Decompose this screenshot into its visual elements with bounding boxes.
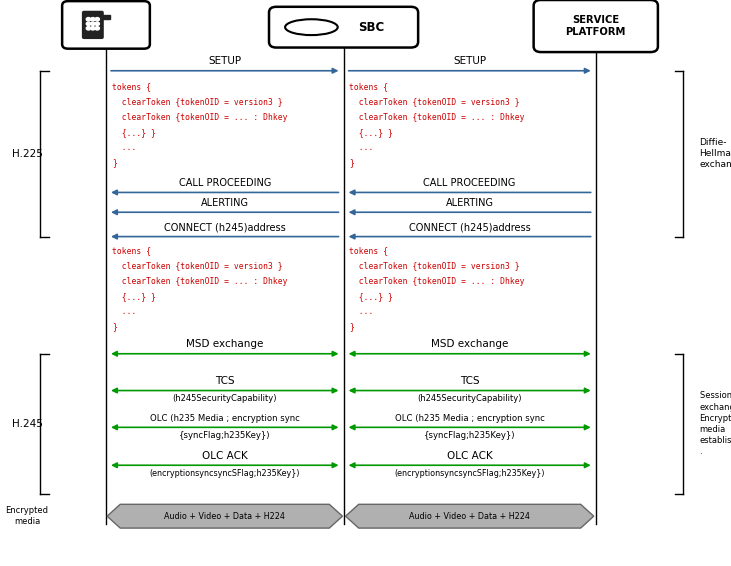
Text: ...: ...	[112, 307, 136, 316]
Text: tokens {: tokens {	[349, 82, 388, 91]
Text: MSD exchange: MSD exchange	[186, 339, 263, 349]
Text: tokens {: tokens {	[112, 82, 151, 91]
Text: {syncFlag;h235Key}): {syncFlag;h235Key})	[424, 431, 515, 440]
Text: (h245SecurityCapability): (h245SecurityCapability)	[417, 394, 522, 403]
FancyBboxPatch shape	[534, 0, 658, 52]
Text: Audio + Video + Data + H224: Audio + Video + Data + H224	[409, 512, 530, 521]
Text: OLC (h235 Media ; encryption sync: OLC (h235 Media ; encryption sync	[395, 414, 545, 423]
FancyBboxPatch shape	[62, 1, 150, 49]
Text: Diffie-
Hellman
exchange: Diffie- Hellman exchange	[700, 138, 731, 169]
Circle shape	[95, 18, 99, 21]
Text: clearToken {tokenOID = version3 }: clearToken {tokenOID = version3 }	[349, 261, 520, 271]
Text: ...: ...	[349, 143, 374, 152]
Text: (encryptionsyncsyncSFlag;h235Key}): (encryptionsyncsyncSFlag;h235Key})	[150, 469, 300, 478]
Text: (encryptionsyncsyncSFlag;h235Key}): (encryptionsyncsyncSFlag;h235Key})	[395, 469, 545, 478]
Text: clearToken {tokenOID = ... : Dhkey: clearToken {tokenOID = ... : Dhkey	[112, 113, 287, 122]
Text: }: }	[112, 323, 117, 332]
Text: ...: ...	[112, 143, 136, 152]
Text: clearToken {tokenOID = version3 }: clearToken {tokenOID = version3 }	[112, 261, 282, 271]
Text: clearToken {tokenOID = ... : Dhkey: clearToken {tokenOID = ... : Dhkey	[112, 277, 287, 286]
Polygon shape	[107, 504, 342, 528]
FancyBboxPatch shape	[269, 7, 418, 48]
Bar	[97, 15, 110, 19]
Text: ALERTING: ALERTING	[201, 198, 249, 208]
Text: }: }	[112, 158, 117, 168]
Text: SETUP: SETUP	[453, 56, 486, 66]
Text: CALL PROCEEDING: CALL PROCEEDING	[423, 178, 516, 188]
Text: CALL PROCEEDING: CALL PROCEEDING	[178, 178, 271, 188]
Text: ALERTING: ALERTING	[446, 198, 493, 208]
Circle shape	[86, 27, 91, 30]
Polygon shape	[346, 504, 594, 528]
Text: H.245: H.245	[12, 419, 42, 428]
Circle shape	[95, 22, 99, 25]
Text: Audio + Video + Data + H224: Audio + Video + Data + H224	[164, 512, 285, 521]
Text: tokens {: tokens {	[349, 246, 388, 255]
Text: {...} }: {...} }	[349, 128, 393, 137]
Text: OLC ACK: OLC ACK	[202, 451, 248, 461]
Text: (h245SecurityCapability): (h245SecurityCapability)	[173, 394, 277, 403]
Text: CONNECT (h245)address: CONNECT (h245)address	[409, 222, 531, 232]
Text: OLC ACK: OLC ACK	[447, 451, 493, 461]
Text: CONNECT (h245)address: CONNECT (h245)address	[164, 222, 286, 232]
Text: MSD exchange: MSD exchange	[431, 339, 508, 349]
Text: clearToken {tokenOID = version3 }: clearToken {tokenOID = version3 }	[112, 97, 282, 106]
Circle shape	[91, 22, 95, 25]
Text: SBC: SBC	[358, 21, 385, 33]
Ellipse shape	[285, 19, 338, 35]
Text: tokens {: tokens {	[112, 246, 151, 255]
Text: Session key
exchange.
Encrypted
media
establishment
.: Session key exchange. Encrypted media es…	[700, 392, 731, 456]
Text: TCS: TCS	[215, 376, 235, 386]
Text: SERVICE
PLATFORM: SERVICE PLATFORM	[566, 15, 626, 37]
Text: Encrypted
media: Encrypted media	[6, 507, 48, 526]
Text: SETUP: SETUP	[208, 56, 241, 66]
Text: }: }	[349, 158, 355, 168]
Text: OLC (h235 Media ; encryption sync: OLC (h235 Media ; encryption sync	[150, 414, 300, 423]
Text: clearToken {tokenOID = ... : Dhkey: clearToken {tokenOID = ... : Dhkey	[349, 277, 525, 286]
FancyBboxPatch shape	[82, 11, 104, 39]
Text: ...: ...	[349, 307, 374, 316]
Circle shape	[91, 27, 95, 30]
Circle shape	[86, 18, 91, 21]
Text: clearToken {tokenOID = version3 }: clearToken {tokenOID = version3 }	[349, 97, 520, 106]
Text: TCS: TCS	[460, 376, 480, 386]
Text: {...} }: {...} }	[112, 128, 156, 137]
Text: {...} }: {...} }	[349, 292, 393, 301]
Circle shape	[91, 18, 95, 21]
Circle shape	[95, 27, 99, 30]
Circle shape	[86, 22, 91, 25]
Text: }: }	[349, 323, 355, 332]
Text: {...} }: {...} }	[112, 292, 156, 301]
Text: H.225: H.225	[12, 149, 42, 158]
Text: {syncFlag;h235Key}): {syncFlag;h235Key})	[179, 431, 270, 440]
Text: clearToken {tokenOID = ... : Dhkey: clearToken {tokenOID = ... : Dhkey	[349, 113, 525, 122]
